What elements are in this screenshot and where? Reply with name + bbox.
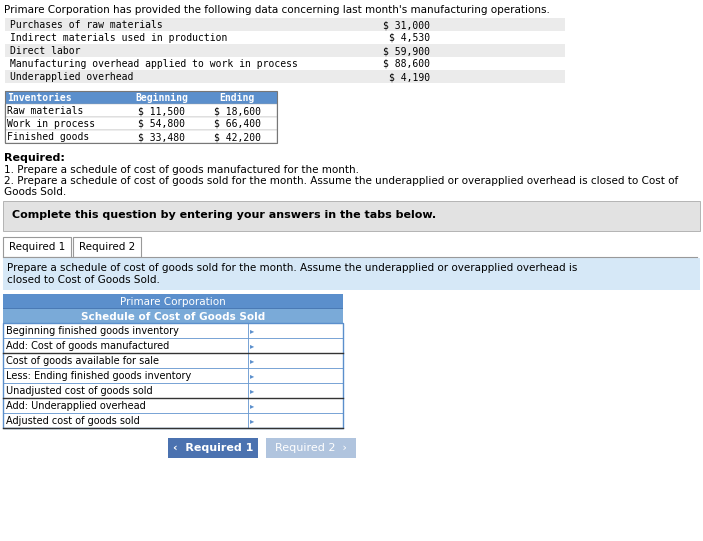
Bar — [248, 398, 343, 413]
Text: Work in process: Work in process — [7, 119, 95, 129]
Bar — [168, 438, 258, 458]
Text: Unadjusted cost of goods sold: Unadjusted cost of goods sold — [6, 386, 153, 396]
Text: $ 18,600: $ 18,600 — [214, 106, 261, 116]
Bar — [5, 44, 565, 57]
Text: Less: Ending finished goods inventory: Less: Ending finished goods inventory — [6, 371, 191, 381]
Bar — [5, 91, 277, 143]
Bar — [248, 323, 343, 338]
Text: $ 88,600: $ 88,600 — [383, 59, 430, 69]
Text: Underapplied overhead: Underapplied overhead — [10, 72, 134, 82]
Bar — [3, 258, 700, 290]
Bar — [5, 70, 565, 83]
Bar — [248, 383, 343, 398]
Bar — [5, 18, 565, 31]
Bar — [3, 309, 343, 323]
Text: ▸: ▸ — [250, 416, 254, 425]
Bar — [3, 383, 248, 398]
Bar — [266, 438, 356, 458]
Bar — [3, 398, 248, 413]
Text: Direct labor: Direct labor — [10, 46, 81, 56]
Text: $ 54,800: $ 54,800 — [138, 119, 186, 129]
Text: ‹  Required 1: ‹ Required 1 — [173, 443, 253, 453]
Bar — [5, 57, 565, 70]
Text: Beginning: Beginning — [136, 93, 188, 103]
Text: Primare Corporation: Primare Corporation — [120, 297, 226, 307]
Text: ▸: ▸ — [250, 371, 254, 380]
Bar — [248, 368, 343, 383]
Bar — [3, 308, 343, 309]
Text: Ending: Ending — [219, 93, 254, 103]
Bar — [5, 31, 565, 44]
Text: closed to Cost of Goods Sold.: closed to Cost of Goods Sold. — [7, 275, 160, 285]
Text: Required 1: Required 1 — [9, 242, 65, 252]
Text: Inventories: Inventories — [7, 93, 72, 103]
Bar — [73, 237, 141, 257]
Bar — [3, 353, 248, 368]
Text: Adjusted cost of goods sold: Adjusted cost of goods sold — [6, 416, 140, 426]
Text: Cost of goods available for sale: Cost of goods available for sale — [6, 356, 159, 366]
Text: $ 59,900: $ 59,900 — [383, 46, 430, 56]
Bar — [248, 338, 343, 353]
Bar — [3, 323, 248, 338]
Text: Purchases of raw materials: Purchases of raw materials — [10, 20, 163, 30]
Bar — [5, 130, 277, 143]
Text: $ 31,000: $ 31,000 — [383, 20, 430, 30]
Text: Schedule of Cost of Goods Sold: Schedule of Cost of Goods Sold — [81, 312, 265, 322]
Text: ▸: ▸ — [250, 386, 254, 395]
Text: Primare Corporation has provided the following data concerning last month's manu: Primare Corporation has provided the fol… — [4, 5, 550, 15]
Bar — [248, 353, 343, 368]
Text: $ 4,190: $ 4,190 — [389, 72, 430, 82]
Bar — [3, 294, 343, 308]
Text: $ 33,480: $ 33,480 — [138, 132, 186, 142]
Text: Required:: Required: — [4, 153, 65, 163]
Text: ▸: ▸ — [250, 356, 254, 365]
Text: Finished goods: Finished goods — [7, 132, 89, 142]
Text: $ 42,200: $ 42,200 — [214, 132, 261, 142]
Bar — [3, 323, 343, 428]
Text: $ 66,400: $ 66,400 — [214, 119, 261, 129]
Text: 2. Prepare a schedule of cost of goods sold for the month. Assume the underappli: 2. Prepare a schedule of cost of goods s… — [4, 176, 678, 186]
Bar — [3, 368, 248, 383]
Text: ▸: ▸ — [250, 341, 254, 350]
Text: $ 4,530: $ 4,530 — [389, 33, 430, 43]
Bar — [3, 237, 71, 257]
Bar — [5, 104, 277, 117]
Text: Goods Sold.: Goods Sold. — [4, 187, 66, 197]
Bar — [248, 413, 343, 428]
Text: ▸: ▸ — [250, 401, 254, 410]
Text: Required 2  ›: Required 2 › — [275, 443, 347, 453]
Text: Raw materials: Raw materials — [7, 106, 84, 116]
Bar — [5, 117, 277, 130]
Text: Add: Cost of goods manufactured: Add: Cost of goods manufactured — [6, 341, 169, 351]
Text: Prepare a schedule of cost of goods sold for the month. Assume the underapplied : Prepare a schedule of cost of goods sold… — [7, 263, 577, 273]
Text: Complete this question by entering your answers in the tabs below.: Complete this question by entering your … — [12, 210, 436, 220]
Bar — [5, 91, 277, 104]
Text: Indirect materials used in production: Indirect materials used in production — [10, 33, 227, 43]
Text: ▸: ▸ — [250, 326, 254, 335]
Text: 1. Prepare a schedule of cost of goods manufactured for the month.: 1. Prepare a schedule of cost of goods m… — [4, 165, 359, 175]
Text: $ 11,500: $ 11,500 — [138, 106, 186, 116]
Text: Manufacturing overhead applied to work in process: Manufacturing overhead applied to work i… — [10, 59, 298, 69]
Text: Beginning finished goods inventory: Beginning finished goods inventory — [6, 326, 179, 336]
Text: Required 2: Required 2 — [79, 242, 135, 252]
Text: Add: Underapplied overhead: Add: Underapplied overhead — [6, 401, 146, 411]
Bar — [3, 201, 700, 231]
Bar — [3, 413, 248, 428]
Bar — [3, 338, 248, 353]
